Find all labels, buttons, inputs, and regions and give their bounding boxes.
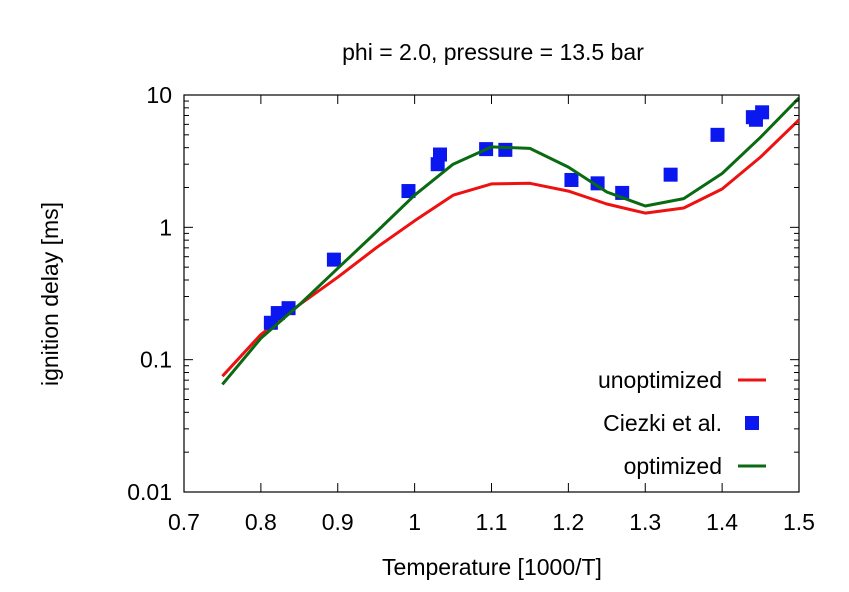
legend-label: optimized: [624, 453, 722, 479]
axis-ticks: 0.7 0.8 0.9 1 1.1 1.2 1.3 1.4 1.5 0.01 0.1 1 10: [127, 82, 815, 535]
data-point: [498, 142, 513, 157]
x-tick-label: 1: [408, 509, 421, 535]
series-line-optimized: [221, 96, 801, 386]
series-line-unoptimized: [221, 118, 801, 378]
x-tick-label: 0.9: [322, 509, 354, 535]
y-axis-label: ignition delay [ms]: [37, 202, 63, 386]
data-point: [401, 184, 416, 199]
x-tick-label: 1.5: [783, 509, 815, 535]
y-tick-label: 0.01: [127, 479, 172, 505]
x-axis-label: Temperature [1000/T]: [382, 554, 602, 580]
legend: unoptimized Ciezki et al. optimized: [598, 367, 766, 479]
chart-title: phi = 2.0, pressure = 13.5 bar: [342, 39, 644, 65]
y-tick-label: 1: [159, 214, 172, 240]
x-tick-label: 0.7: [168, 509, 200, 535]
data-point: [326, 252, 341, 267]
data-point: [755, 105, 770, 120]
x-tick-label: 0.8: [245, 509, 277, 535]
data-point: [663, 167, 678, 182]
x-tick-label: 1.2: [552, 509, 584, 535]
y-tick-label: 10: [146, 82, 172, 108]
data-point: [270, 306, 285, 321]
y-tick-label: 0.1: [140, 347, 172, 373]
x-tick-label: 1.3: [629, 509, 661, 535]
data-point: [564, 172, 579, 187]
data-point: [710, 127, 725, 142]
legend-label: Ciezki et al.: [603, 410, 722, 436]
legend-label: unoptimized: [598, 367, 722, 393]
x-tick-label: 1.4: [706, 509, 738, 535]
data-point: [432, 147, 447, 162]
x-tick-label: 1.1: [476, 509, 508, 535]
legend-marker-swatch: [745, 416, 759, 430]
plot-area: [183, 94, 801, 493]
